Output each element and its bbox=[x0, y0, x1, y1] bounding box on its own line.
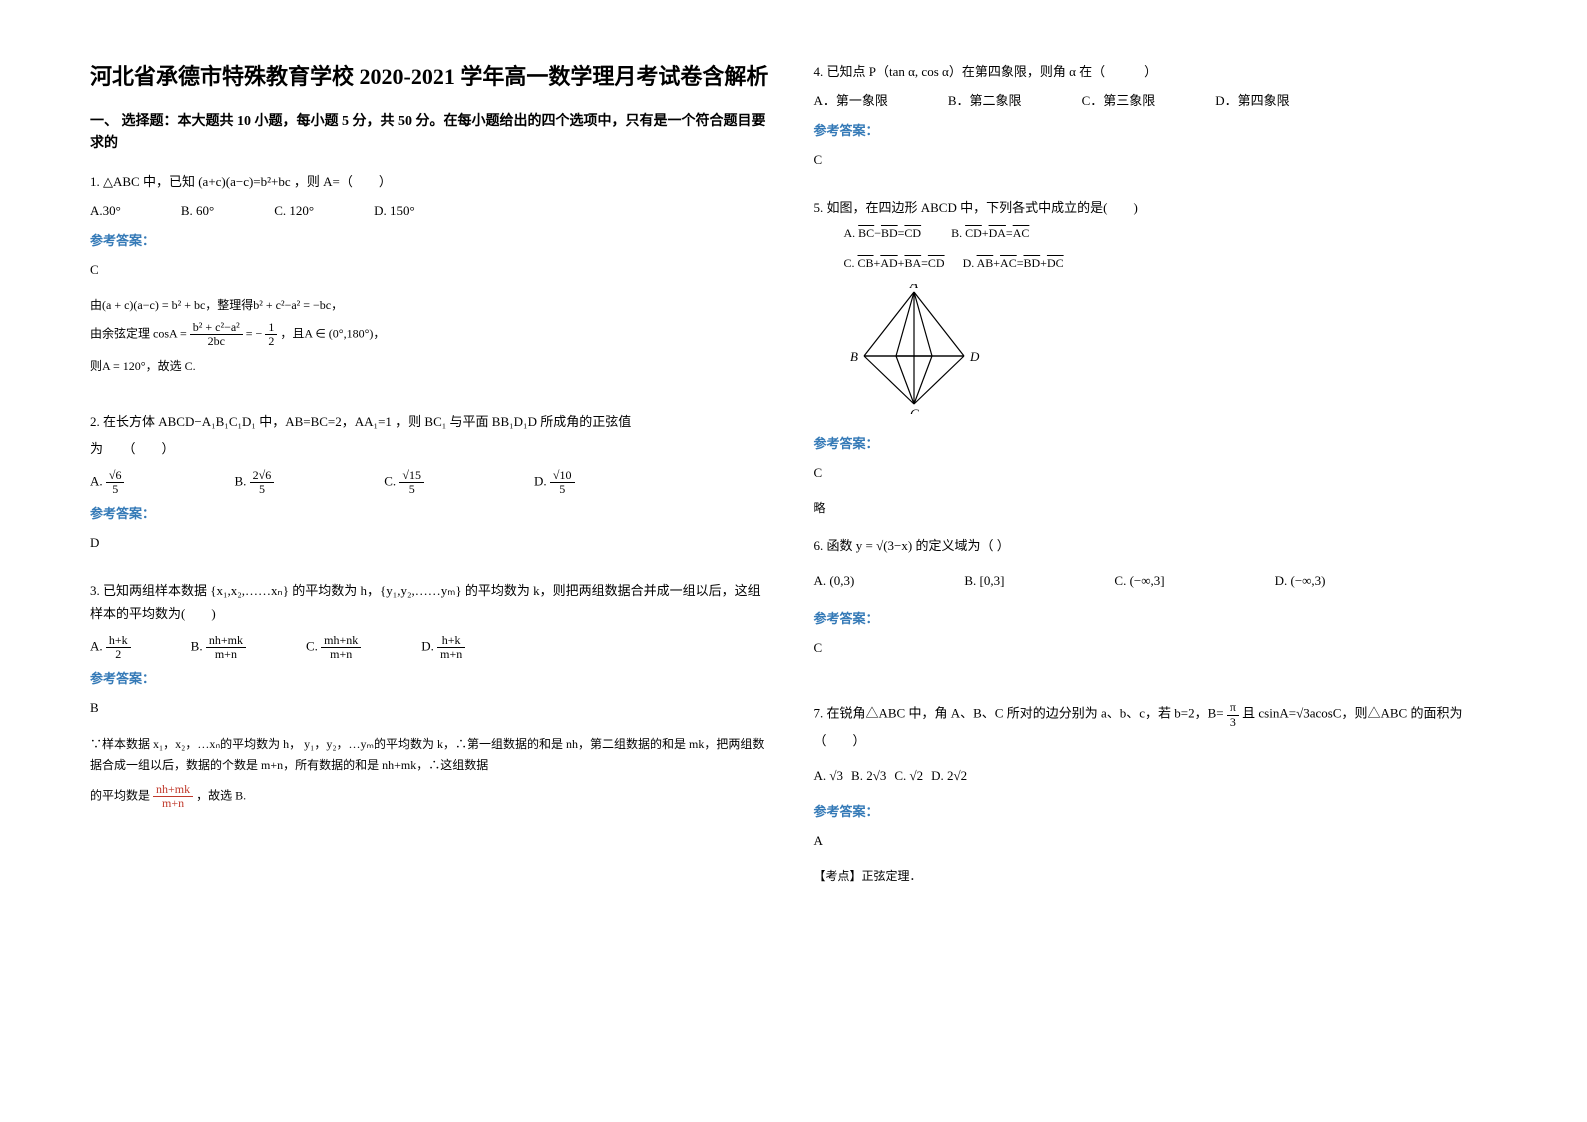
q1-options: A.30° B. 60° C. 120° D. 150° bbox=[90, 199, 774, 222]
question-2: 2. 在长方体 ABCD−A₁B₁C₁D₁ 中，AB=BC=2，AA₁=1 ，则… bbox=[90, 410, 774, 569]
q5-stem: 5. 如图，在四边形 ABCD 中，下列各式中成立的是( ) bbox=[814, 196, 1498, 219]
frac: nh+mkm+n bbox=[153, 783, 193, 810]
section-head: 一、 选择题：本大题共 10 小题，每小题 5 分，共 50 分。在每小题给出的… bbox=[90, 111, 774, 156]
opt-c: C. 120° bbox=[274, 199, 314, 222]
q4-ans: C bbox=[814, 148, 1498, 171]
ans-label: 参考答案： bbox=[814, 119, 1498, 142]
opt-c: C. mh+nkm+n bbox=[306, 634, 361, 661]
opt-b: B. 2√3 bbox=[851, 764, 886, 787]
ans-label: 参考答案： bbox=[814, 432, 1498, 455]
opt-c: C. √155 bbox=[384, 469, 424, 496]
q7-ans: A bbox=[814, 829, 1498, 852]
q3-ans: B bbox=[90, 696, 774, 719]
opt-c: C. (−∞,3] bbox=[1114, 569, 1164, 592]
ans-label: 参考答案： bbox=[90, 502, 774, 525]
question-6: 6. 函数 y = √(3−x) 的定义域为（ ） A. (0,3) B. [0… bbox=[814, 534, 1498, 674]
post: ，故选 B. bbox=[196, 788, 246, 802]
eq: = − bbox=[246, 326, 263, 340]
opt-c: C．第三象限 bbox=[1082, 89, 1156, 112]
q3-exp2: 的平均数是 nh+mkm+n ，故选 B. bbox=[90, 783, 774, 810]
q1-stem: 1. △ABC 中，已知 (a+c)(a−c)=b²+bc ，则 A=（ ） bbox=[90, 170, 774, 193]
ans-label: 参考答案： bbox=[90, 229, 774, 252]
opt-d: D. (−∞,3) bbox=[1275, 569, 1326, 592]
opt-d: D. 2√2 bbox=[931, 764, 967, 787]
q6-options: A. (0,3) B. [0,3] C. (−∞,3] D. (−∞,3) bbox=[814, 569, 1498, 592]
opt-a: A.30° bbox=[90, 199, 121, 222]
doc-title: 河北省承德市特殊教育学校 2020-2021 学年高一数学理月考试卷含解析 bbox=[90, 60, 774, 93]
right-column: 4. 已知点 P（tan α, cos α）在第四象限，则角 α 在（ ） A．… bbox=[814, 60, 1498, 1062]
question-1: 1. △ABC 中，已知 (a+c)(a−c)=b²+bc ，则 A=（ ） A… bbox=[90, 170, 774, 382]
opt-b: B．第二象限 bbox=[948, 89, 1022, 112]
opt-a: A．第一象限 bbox=[814, 89, 888, 112]
q3-stem: 3. 已知两组样本数据 {x₁,x₂,……xₙ} 的平均数为 h，{y₁,y₂,… bbox=[90, 579, 774, 626]
q7-options: A. √3 B. 2√3 C. √2 D. 2√2 bbox=[814, 764, 1498, 787]
svg-text:A: A bbox=[909, 284, 918, 291]
q4-options: A．第一象限 B．第二象限 C．第三象限 D．第四象限 bbox=[814, 89, 1498, 112]
ans-label: 参考答案： bbox=[90, 667, 774, 690]
question-5: 5. 如图，在四边形 ABCD 中，下列各式中成立的是( ) A. BC−BD=… bbox=[814, 196, 1498, 524]
opt-a: A. √65 bbox=[90, 469, 124, 496]
frac-pi3: π3 bbox=[1227, 701, 1239, 728]
opt-c: C. √2 bbox=[894, 764, 923, 787]
opt-d: D. √105 bbox=[534, 469, 574, 496]
svg-text:B: B bbox=[850, 349, 858, 364]
frac-half: 12 bbox=[265, 321, 277, 348]
question-4: 4. 已知点 P（tan α, cos α）在第四象限，则角 α 在（ ） A．… bbox=[814, 60, 1498, 186]
ans-label: 参考答案： bbox=[814, 607, 1498, 630]
opt-d: D. 150° bbox=[374, 199, 415, 222]
q2-options: A. √65 B. 2√65 C. √155 D. √105 bbox=[90, 469, 774, 496]
q4-stem: 4. 已知点 P（tan α, cos α）在第四象限，则角 α 在（ ） bbox=[814, 60, 1498, 83]
q6-ans: C bbox=[814, 636, 1498, 659]
q7-kp: 【考点】正弦定理． bbox=[814, 866, 1498, 888]
quadrilateral-icon: A B D C bbox=[844, 284, 984, 414]
question-7: 7. 在锐角△ABC 中，角 A、B、C 所对的边分别为 a、b、c，若 b=2… bbox=[814, 701, 1498, 892]
tail: ，且A ∈ (0°,180°)， bbox=[280, 326, 385, 340]
q2-ans: D bbox=[90, 531, 774, 554]
opt-b: B. [0,3] bbox=[964, 569, 1004, 592]
q1-exp1: 由(a + c)(a−c) = b² + bc，整理得b² + c²−a² = … bbox=[90, 295, 774, 317]
ans-label: 参考答案： bbox=[814, 800, 1498, 823]
question-3: 3. 已知两组样本数据 {x₁,x₂,……xₙ} 的平均数为 h，{y₁,y₂,… bbox=[90, 579, 774, 815]
q2-stem-b: 为 （ ） bbox=[90, 437, 774, 460]
q5-ans: C bbox=[814, 461, 1498, 484]
svg-text:C: C bbox=[910, 406, 919, 414]
opt-a: A. (0,3) bbox=[814, 569, 855, 592]
frac: b² + c²−a²2bc bbox=[190, 321, 243, 348]
q5-opts-row1: A. BC−BD=CD B. CD+DA=AC bbox=[844, 223, 1498, 245]
cosA: cosA = bbox=[153, 326, 187, 340]
q3-exp1: ∵样本数据 x₁，x₂，…xₙ的平均数为 h， y₁，y₂，…yₘ的平均数为 k… bbox=[90, 734, 774, 777]
exp-pre: 由余弦定理 bbox=[90, 326, 150, 340]
opt-d: D. h+km+n bbox=[421, 634, 465, 661]
q1-ans: C bbox=[90, 258, 774, 281]
q5-diagram: A B D C bbox=[844, 284, 1498, 421]
opt-a: A. h+k2 bbox=[90, 634, 131, 661]
q3-options: A. h+k2 B. nh+mkm+n C. mh+nkm+n D. h+km+… bbox=[90, 634, 774, 661]
pre: 的平均数是 bbox=[90, 788, 150, 802]
opt-b: B. 2√65 bbox=[234, 469, 274, 496]
q5-opts-row2: C. CB+AD+BA=CD D. AB+AC=BD+DC bbox=[844, 253, 1498, 275]
opt-d: D．第四象限 bbox=[1215, 89, 1289, 112]
opt-b: B. 60° bbox=[181, 199, 214, 222]
q2-stem-a: 2. 在长方体 ABCD−A₁B₁C₁D₁ 中，AB=BC=2，AA₁=1 ，则… bbox=[90, 410, 774, 433]
q7-stem: 7. 在锐角△ABC 中，角 A、B、C 所对的边分别为 a、b、c，若 b=2… bbox=[814, 701, 1498, 752]
q1-exp3: 则A = 120°，故选 C. bbox=[90, 356, 774, 378]
q7-a: 7. 在锐角△ABC 中，角 A、B、C 所对的边分别为 a、b、c，若 b=2… bbox=[814, 706, 1224, 721]
opt-a: A. √3 bbox=[814, 764, 844, 787]
q6-stem: 6. 函数 y = √(3−x) 的定义域为（ ） bbox=[814, 534, 1498, 557]
opt-b: B. nh+mkm+n bbox=[191, 634, 246, 661]
q1-exp2: 由余弦定理 cosA = b² + c²−a²2bc = − 12 ，且A ∈ … bbox=[90, 321, 774, 348]
q5-brief: 略 bbox=[814, 498, 1498, 520]
left-column: 河北省承德市特殊教育学校 2020-2021 学年高一数学理月考试卷含解析 一、… bbox=[90, 60, 774, 1062]
svg-text:D: D bbox=[969, 349, 980, 364]
